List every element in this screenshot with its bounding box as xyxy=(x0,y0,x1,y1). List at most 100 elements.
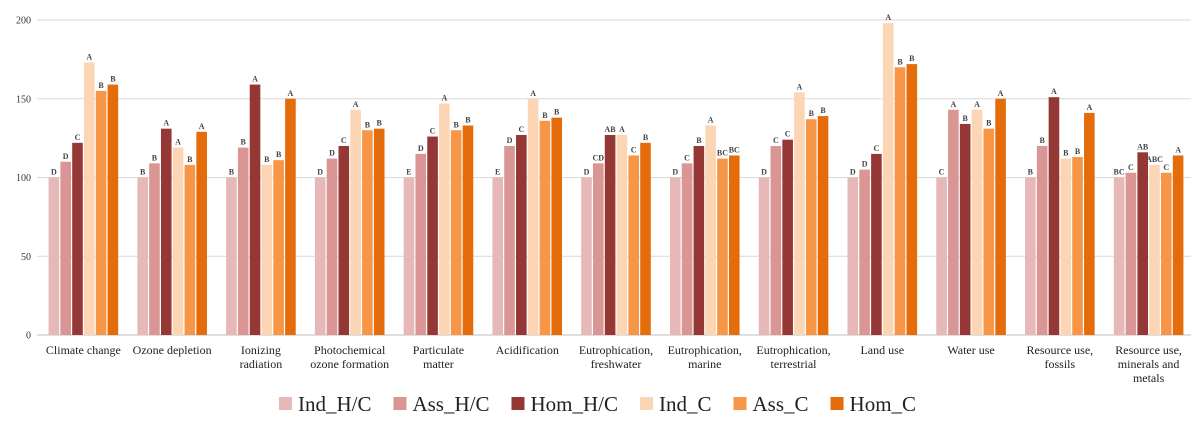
bar xyxy=(160,128,172,335)
significance-label: C xyxy=(341,136,347,145)
bar xyxy=(60,161,71,335)
bar xyxy=(137,177,148,335)
bar xyxy=(948,109,959,336)
significance-label: BC xyxy=(729,145,740,154)
significance-label: B xyxy=(696,136,702,145)
significance-label: B xyxy=(963,114,969,123)
significance-label: C xyxy=(631,145,637,154)
bar xyxy=(983,128,995,335)
significance-label: C xyxy=(773,136,779,145)
significance-label: ABC xyxy=(1146,155,1163,164)
significance-label: A xyxy=(252,75,258,84)
legend-item: Hom_C xyxy=(830,392,916,416)
significance-label: B xyxy=(140,168,146,177)
significance-label: B xyxy=(542,111,548,120)
category-label: Climate change xyxy=(46,343,121,357)
category-label: Water use xyxy=(947,343,994,357)
significance-label: B xyxy=(643,133,649,142)
bar xyxy=(314,177,326,335)
bar xyxy=(350,109,361,336)
bar xyxy=(758,177,770,335)
significance-label: D xyxy=(507,136,513,145)
significance-label: A xyxy=(974,100,980,109)
bar xyxy=(226,177,237,335)
significance-label: B xyxy=(98,81,104,90)
y-tick-label: 200 xyxy=(16,16,31,27)
bar xyxy=(681,163,693,335)
significance-label: A xyxy=(175,138,181,147)
significance-label: B xyxy=(152,153,158,162)
significance-label: D xyxy=(862,160,868,169)
bar xyxy=(894,67,906,335)
significance-label: A xyxy=(797,82,803,91)
category-label: Resource use, minerals and metals xyxy=(1115,343,1182,385)
significance-label: D xyxy=(51,168,57,177)
significance-label: C xyxy=(874,144,880,153)
significance-label: A xyxy=(619,125,625,134)
legend-swatch xyxy=(393,397,407,410)
significance-label: AB xyxy=(1137,142,1149,151)
bar xyxy=(693,146,705,335)
legend-swatch xyxy=(511,397,525,410)
bar xyxy=(373,128,385,335)
significance-label: B xyxy=(1028,168,1034,177)
bar xyxy=(326,158,338,335)
legend-swatch xyxy=(733,397,747,410)
x-axis-categories: Climate change Ozone depletion Ionizing rad… xyxy=(46,343,1182,385)
significance-label: A xyxy=(441,93,447,102)
significance-label: A xyxy=(1086,103,1092,112)
bar xyxy=(403,177,415,335)
category-label: Land use xyxy=(860,343,904,357)
bar xyxy=(604,134,616,335)
significance-label: B xyxy=(110,75,116,84)
bar xyxy=(882,23,894,336)
significance-label: A xyxy=(288,89,294,98)
bar xyxy=(640,142,651,335)
category-label: Ionizing radiation xyxy=(240,343,283,371)
significance-label: AB xyxy=(605,125,617,134)
legend-label: Ind_C xyxy=(659,392,712,416)
bar xyxy=(906,64,918,335)
significance-label: A xyxy=(199,122,205,131)
significance-label: B xyxy=(1075,147,1081,156)
significance-label: B xyxy=(986,119,992,128)
significance-label: B xyxy=(187,155,193,164)
significance-label: D xyxy=(584,168,590,177)
bar xyxy=(362,130,373,335)
significance-label: C xyxy=(785,130,791,139)
significance-label: C xyxy=(684,153,690,162)
legend-swatch xyxy=(640,397,653,410)
bar xyxy=(936,177,947,335)
significance-label: D xyxy=(329,149,335,158)
category-label: Resource use, fossils xyxy=(1027,343,1094,371)
significance-label: D xyxy=(63,152,69,161)
bar xyxy=(149,163,160,335)
significance-label: A xyxy=(353,100,359,109)
legend-item: Ass_C xyxy=(733,392,809,416)
bar xyxy=(616,134,628,335)
category-label: Particulate matter xyxy=(413,343,464,371)
significance-label: C xyxy=(430,127,436,136)
bar xyxy=(593,163,604,335)
significance-label: B xyxy=(365,120,371,129)
significance-label: A xyxy=(1175,145,1181,154)
legend-swatch xyxy=(830,397,844,410)
bar xyxy=(1025,177,1036,335)
y-tick-label: 150 xyxy=(16,94,31,105)
significance-label: C xyxy=(75,133,81,142)
legend-label: Ass_H/C xyxy=(412,392,489,416)
bar xyxy=(1072,157,1083,335)
bar xyxy=(1048,97,1060,335)
bar xyxy=(717,158,728,335)
bars xyxy=(48,23,1184,336)
bar xyxy=(107,84,119,335)
bar xyxy=(415,153,427,335)
significance-label: B xyxy=(1039,136,1045,145)
bar xyxy=(859,169,870,335)
bar xyxy=(805,119,817,335)
significance-label: A xyxy=(86,53,92,62)
bar xyxy=(971,109,983,336)
bar xyxy=(196,131,207,335)
significance-label: A xyxy=(885,13,891,22)
